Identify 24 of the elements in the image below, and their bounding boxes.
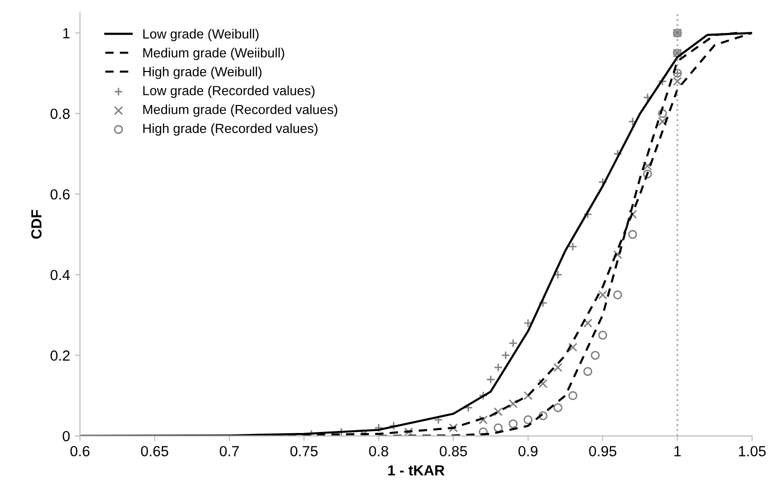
x-tick-label: 0.8: [369, 446, 388, 456]
y-tick-label: 0.4: [50, 270, 70, 280]
legend-label: High grade (Weibull): [143, 66, 262, 79]
y-tick-label: 0.6: [50, 189, 70, 200]
legend-label: High grade (Recorded values): [143, 123, 318, 136]
x-tick-label: 0.9: [518, 446, 538, 456]
x-axis-title: 1 - tKAR: [388, 465, 444, 476]
x-tick-label: 1: [674, 446, 681, 456]
legend-label: Medium grade (Recorded values): [143, 104, 338, 117]
x-tick-label: 0.85: [440, 446, 467, 456]
x-tick-label: 0.75: [290, 446, 318, 456]
y-tick-label: 0: [62, 431, 70, 442]
y-axis-title: CDF: [31, 210, 42, 239]
x-tick-label: 0.6: [70, 446, 90, 456]
x-tick-label: 0.95: [589, 446, 616, 456]
y-tick-label: 0.8: [50, 108, 70, 119]
legend-label: Low grade (Recorded values): [143, 86, 315, 98]
x-tick-label: 0.7: [220, 446, 239, 456]
y-tick-label: 1: [63, 28, 70, 38]
legend-label: Medium grade (Weiibull): [143, 48, 284, 60]
x-tick-label: 0.65: [141, 446, 168, 456]
y-tick-label: 0.2: [50, 350, 70, 361]
x-tick-label: 1.05: [739, 446, 766, 456]
legend-label: Low grade (Weibull): [143, 28, 259, 42]
